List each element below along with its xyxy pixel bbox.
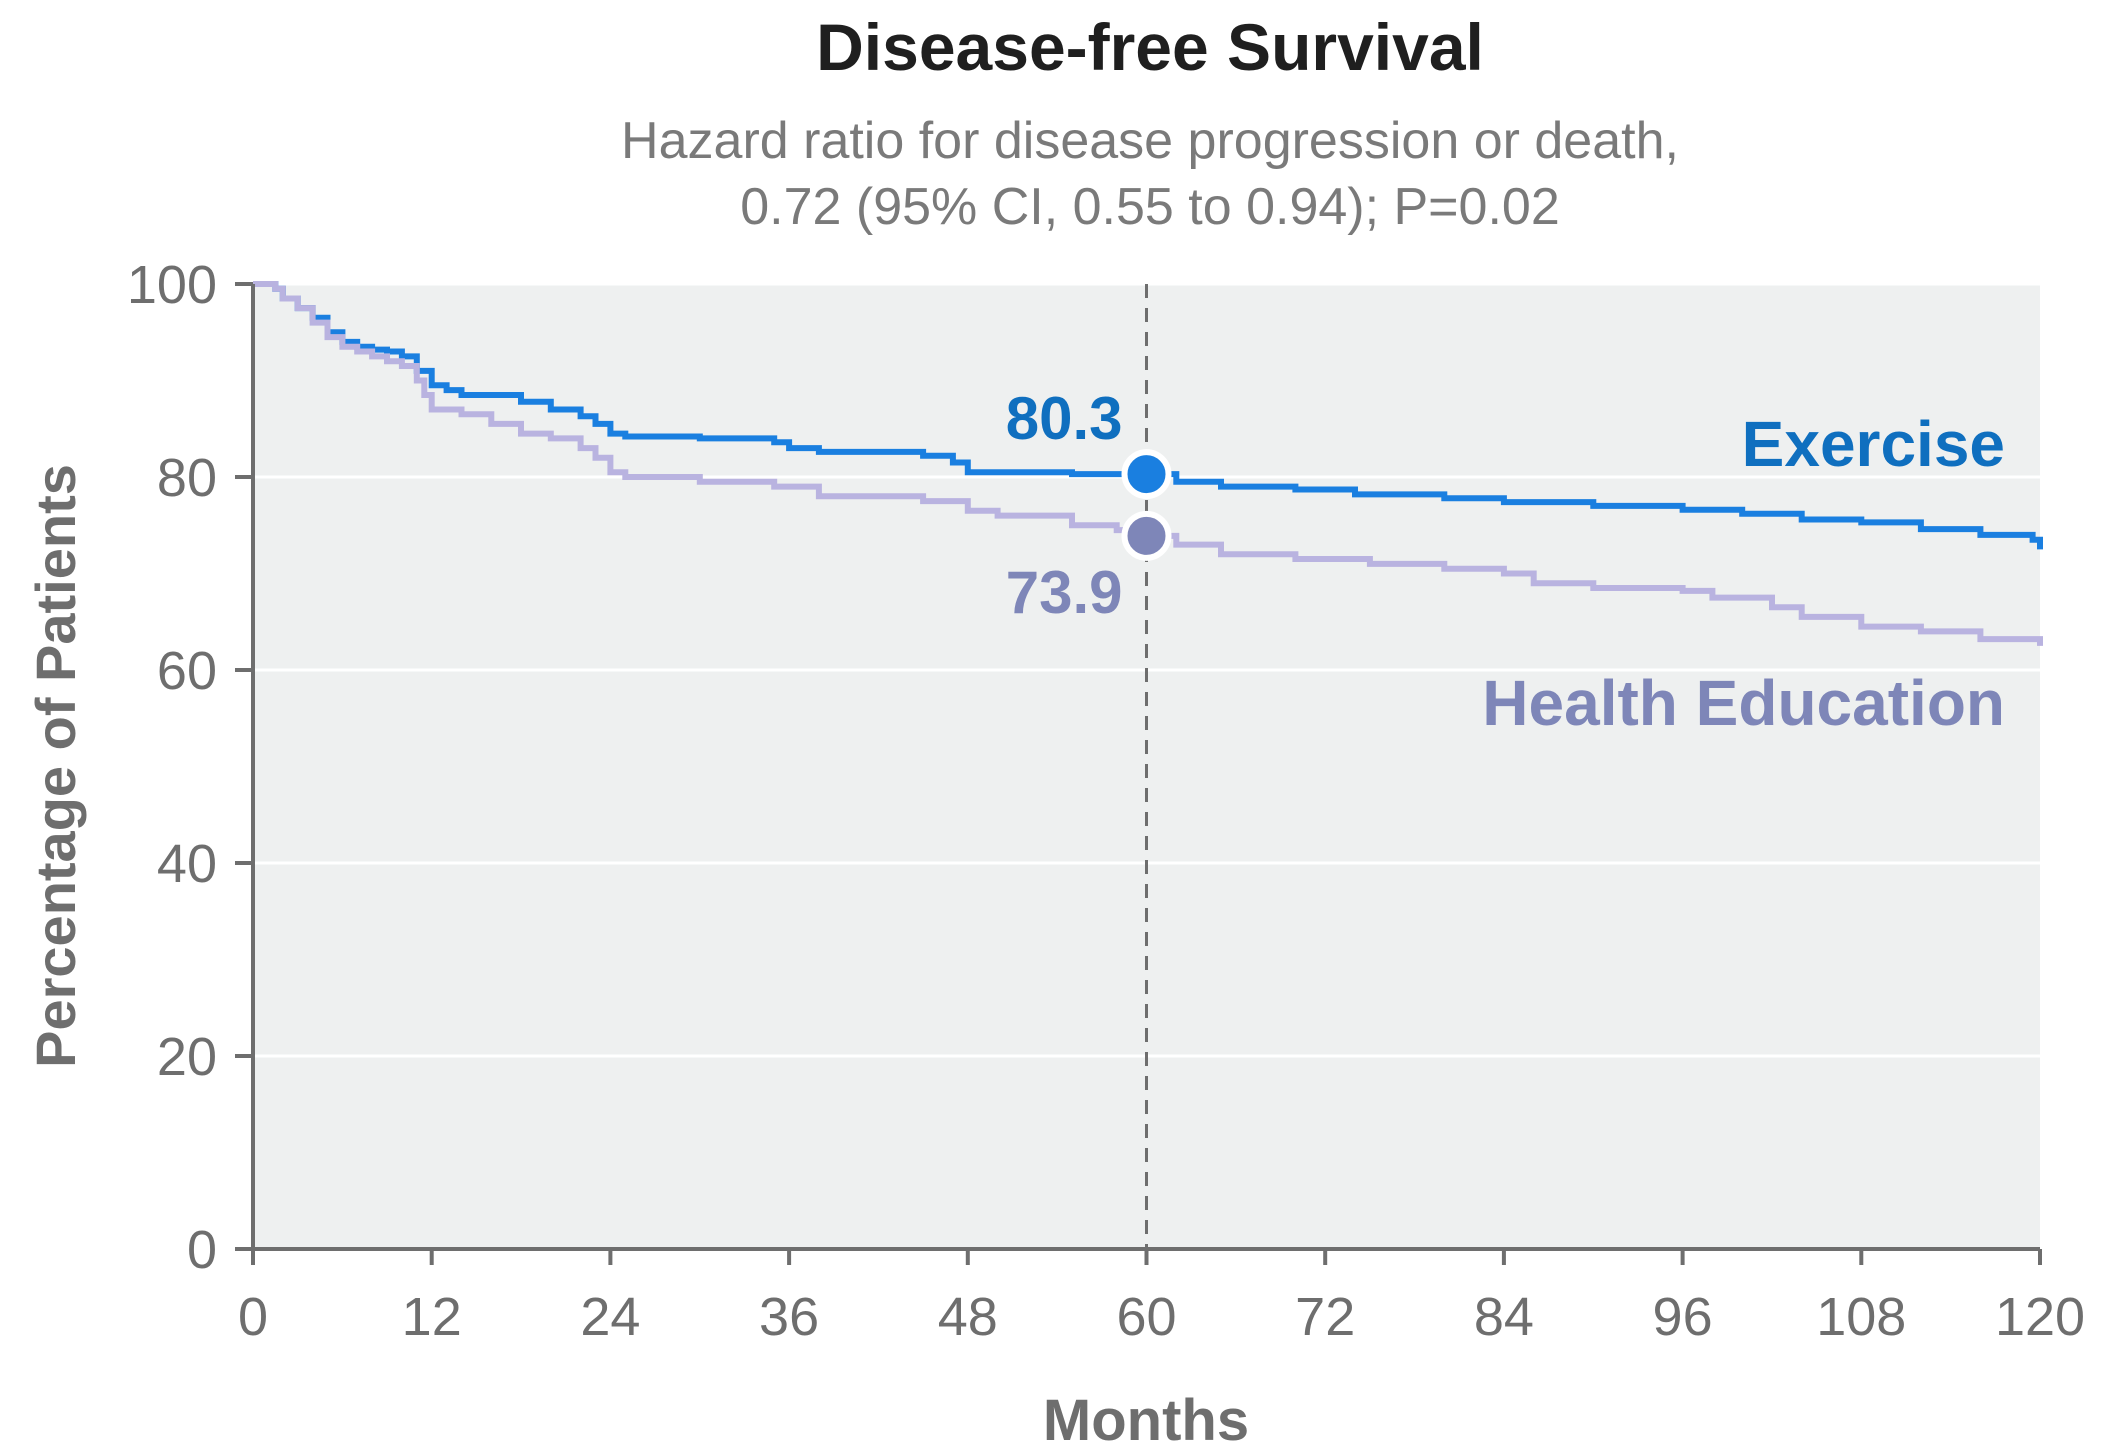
series-name-health-education: Health Education bbox=[1482, 667, 2005, 739]
series-lines bbox=[253, 281, 2043, 646]
x-tick-label-84: 84 bbox=[1474, 1287, 1534, 1347]
highlight-value-exercise: 80.3 bbox=[1006, 385, 1123, 452]
x-tick-label-96: 96 bbox=[1653, 1287, 1713, 1347]
highlight-marker-exercise bbox=[1121, 449, 1172, 500]
y-tick-label-60: 60 bbox=[157, 641, 217, 701]
axes: 0 12 24 36 48 60 72 84 96 108 120 0 20 40 60 80 100 bbox=[127, 255, 2085, 1347]
x-tick-label-24: 24 bbox=[580, 1287, 640, 1347]
x-tick-label-60: 60 bbox=[1116, 1287, 1176, 1347]
y-tick-label-20: 20 bbox=[157, 1027, 217, 1087]
highlight-markers bbox=[1121, 449, 1172, 561]
series-labels: 80.3 Exercise 73.9 Health Education bbox=[1006, 385, 2005, 739]
x-tick-label-12: 12 bbox=[402, 1287, 462, 1347]
chart-title: Disease-free Survival bbox=[816, 10, 1484, 84]
y-tick-label-80: 80 bbox=[157, 448, 217, 508]
y-tick-label-100: 100 bbox=[127, 255, 217, 315]
series-line-health-education bbox=[253, 281, 2043, 646]
highlight-marker-health-education bbox=[1121, 510, 1172, 561]
chart-subtitle-line-2: 0.72 (95% CI, 0.55 to 0.94); P=0.02 bbox=[740, 178, 1560, 236]
chart-subtitle-line-1: Hazard ratio for disease progression or … bbox=[621, 112, 1679, 170]
series-line-exercise bbox=[253, 281, 2043, 550]
x-tick-label-0: 0 bbox=[238, 1287, 268, 1347]
x-tick-label-108: 108 bbox=[1816, 1287, 1906, 1347]
y-axis-title: Percentage of Patients bbox=[24, 464, 87, 1068]
highlight-value-health-education: 73.9 bbox=[1006, 559, 1123, 626]
x-axis-title: Months bbox=[1043, 1388, 1249, 1450]
y-tick-label-0: 0 bbox=[187, 1220, 217, 1280]
x-tick-label-72: 72 bbox=[1295, 1287, 1355, 1347]
x-tick-label-120: 120 bbox=[1995, 1287, 2085, 1347]
x-tick-label-36: 36 bbox=[759, 1287, 819, 1347]
x-tick-label-48: 48 bbox=[938, 1287, 998, 1347]
series-name-exercise: Exercise bbox=[1742, 408, 2005, 480]
y-tick-label-40: 40 bbox=[157, 834, 217, 894]
